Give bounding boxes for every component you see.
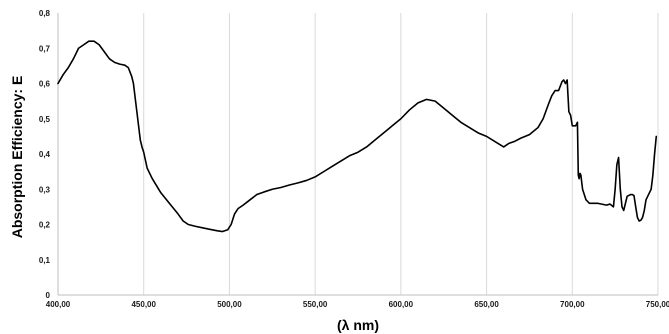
- y-tick-label: 0,3: [39, 185, 51, 194]
- x-tick-label: 450,00: [131, 300, 156, 309]
- series-line: [57, 40, 658, 233]
- x-tick-label: 500,00: [217, 300, 242, 309]
- y-tick-label: 0,1: [39, 256, 51, 265]
- x-axis-title: (λ nm): [337, 317, 379, 333]
- y-tick-label: 0,8: [39, 9, 51, 18]
- y-tick-label: 0,6: [39, 80, 51, 89]
- x-tick-label: 550,00: [303, 300, 328, 309]
- axes: [57, 13, 658, 296]
- x-tick-label: 750,00: [646, 300, 669, 309]
- x-tick-label: 600,00: [389, 300, 414, 309]
- y-tick-label: 0,7: [39, 44, 51, 53]
- tick-labels: 400,00 450,00 500,00 550,00 600,00 650,00 700,…: [39, 9, 669, 309]
- y-tick-label: 0,2: [39, 221, 51, 230]
- x-tick-label: 400,00: [46, 300, 71, 309]
- y-axis-title: Absorption Efficiency: E: [9, 76, 25, 239]
- gridlines: [143, 13, 659, 295]
- series-layer: [57, 40, 658, 233]
- x-tick-label: 650,00: [474, 300, 499, 309]
- y-tick-label: 0,4: [39, 150, 51, 159]
- y-tick-label: 0: [46, 291, 51, 300]
- y-tick-label: 0,5: [39, 115, 51, 124]
- x-tick-label: 700,00: [560, 300, 585, 309]
